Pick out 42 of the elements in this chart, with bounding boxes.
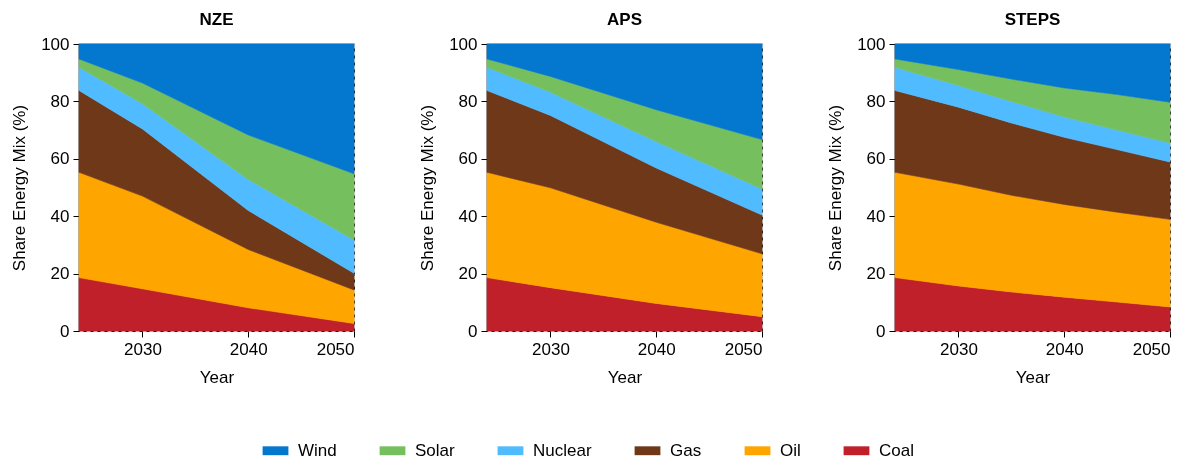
y-tick-label: 40	[866, 206, 886, 226]
y-tick-label: 0	[876, 321, 886, 341]
y-tick-label: 100	[449, 34, 478, 54]
legend-label: Coal	[879, 440, 914, 460]
x-axis-title: Year	[607, 367, 643, 387]
y-tick-label: 20	[50, 264, 70, 284]
x-axis-title: Year	[1015, 367, 1051, 387]
y-tick-label: 60	[50, 149, 70, 169]
y-tick-label: 60	[458, 149, 478, 169]
legend-label: Oil	[780, 440, 801, 460]
y-axis-title: Share Energy Mix (%)	[418, 104, 438, 272]
x-axis-title: Year	[199, 367, 235, 387]
y-tick-label: 60	[866, 149, 886, 169]
legend-label: Gas	[670, 440, 702, 460]
legend-label: Nuclear	[533, 440, 592, 460]
chart-title: NZE	[199, 10, 234, 29]
x-tick-label: 2050	[724, 339, 763, 359]
legend-label: Wind	[298, 440, 337, 460]
y-tick-label: 100	[41, 34, 70, 54]
y-axis-title: Share Energy Mix (%)	[826, 104, 846, 272]
y-tick-label: 0	[60, 321, 70, 341]
y-tick-label: 80	[50, 91, 70, 111]
x-tick-label: 2030	[532, 339, 570, 359]
x-tick-label: 2040	[229, 339, 268, 359]
y-tick-label: 20	[458, 264, 478, 284]
y-tick-label: 80	[866, 91, 886, 111]
legend-label: Solar	[415, 440, 456, 460]
x-tick-label: 2050	[1132, 339, 1171, 359]
x-tick-label: 2040	[637, 339, 676, 359]
y-tick-label: 40	[50, 206, 70, 226]
y-tick-label: 100	[857, 34, 886, 54]
y-tick-label: 20	[866, 264, 886, 284]
y-tick-label: 0	[468, 321, 478, 341]
x-tick-label: 2040	[1045, 339, 1084, 359]
chart-title: STEPS	[1004, 10, 1061, 29]
chart-title: APS	[607, 10, 642, 29]
x-tick-label: 2050	[316, 339, 355, 359]
x-tick-label: 2030	[940, 339, 978, 359]
y-axis-title: Share Energy Mix (%)	[10, 104, 30, 272]
x-tick-label: 2030	[124, 339, 162, 359]
y-tick-label: 80	[458, 91, 478, 111]
y-tick-label: 40	[458, 206, 478, 226]
